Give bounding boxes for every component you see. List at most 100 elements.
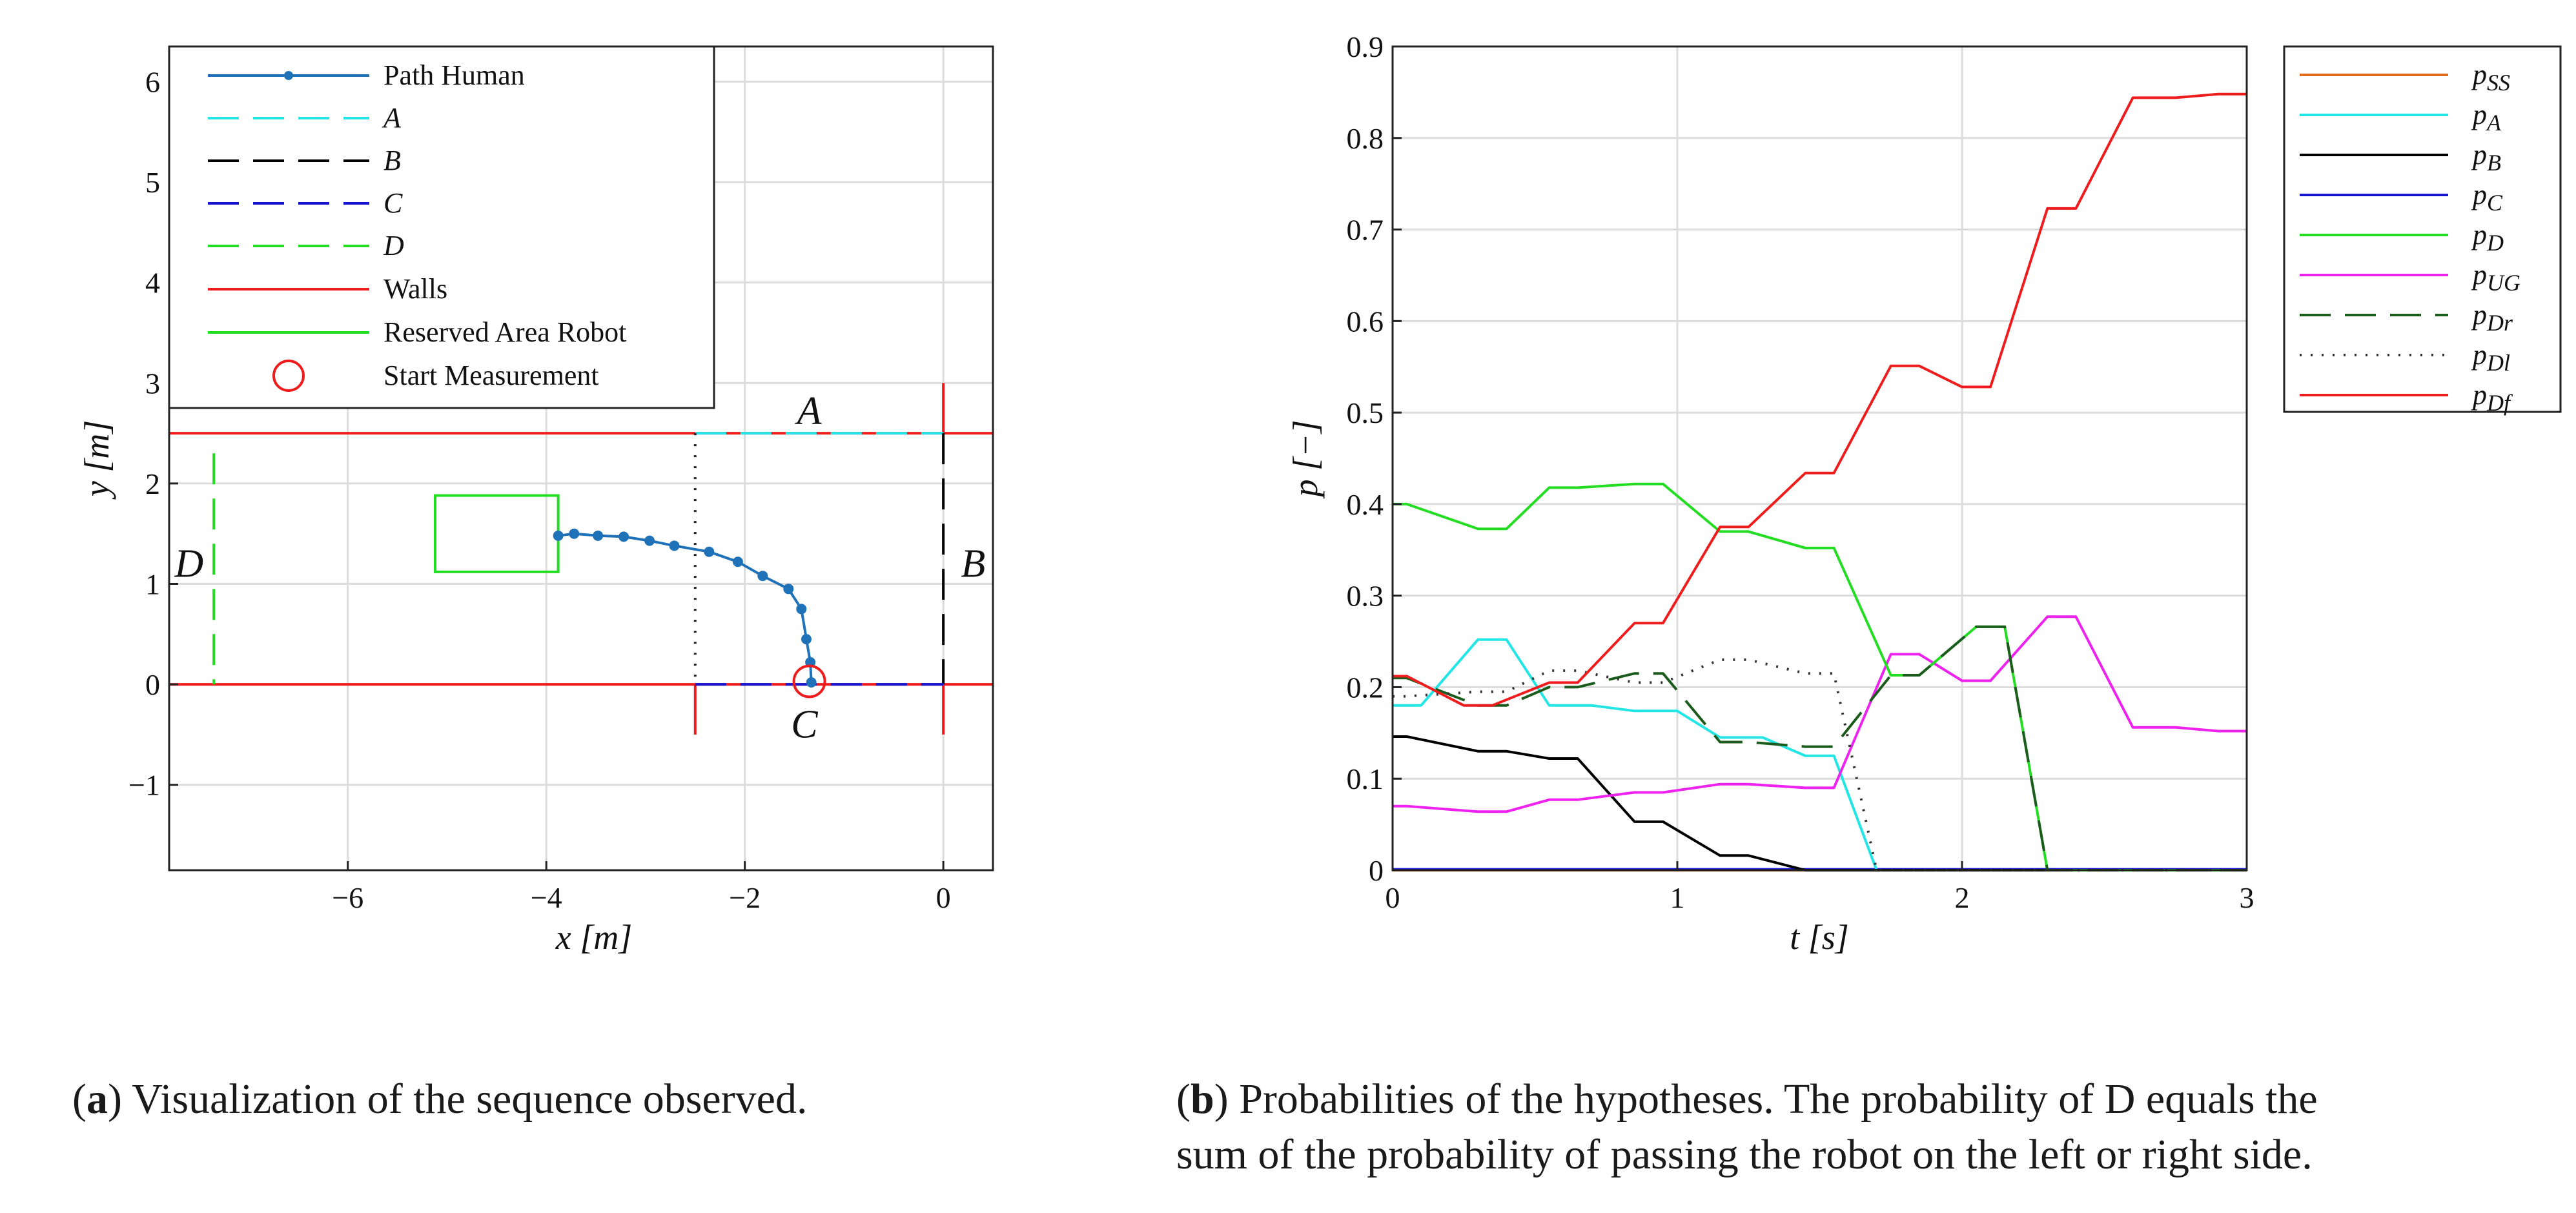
legend-entry-start-measurement: Start Measurement — [272, 360, 599, 392]
panel-b-x-tick-label: 3 — [2240, 881, 2254, 914]
panel-b-legend-entry-p-b: pB — [2300, 139, 2501, 176]
panel-b-y-tick-label: 0 — [1369, 854, 1384, 887]
panel-a-path-human-point — [732, 556, 743, 567]
panel-a-path-human-point — [669, 540, 680, 551]
panel-b-x-tick-label: 0 — [1385, 881, 1400, 914]
panel-a-path-human-point — [757, 571, 768, 582]
panel-a-legend: Path Human A B C D Walls — [168, 45, 715, 409]
panel-b-y-axis-label: p [−] — [1286, 420, 1325, 500]
panel-a-annotations: A B C D — [174, 389, 985, 747]
panel-a-data — [169, 383, 993, 735]
panel-a-path-human-point — [618, 531, 629, 542]
panel-a-x-tick-label: 0 — [936, 881, 951, 914]
panel-a-y-axis-label: y [m] — [77, 420, 116, 500]
panel-b-plot: 0 1 2 3 0 0.1 0.2 0.3 0.4 0.5 0.6 0.7 0.8 0.9 t [s] p… — [1286, 30, 2562, 957]
panel-b-legend-subscript-dl: Dl — [2486, 350, 2510, 376]
panel-b-y-tick-label: 0.4 — [1347, 488, 1384, 521]
legend-label-c: C — [383, 187, 403, 219]
panel-b-x-axis-label: t [s] — [1790, 918, 1849, 957]
legend-label-a: A — [382, 102, 402, 134]
panel-a-start-measurement-circle — [792, 664, 826, 698]
legend-label-d: D — [383, 230, 404, 261]
panel-b-y-tick-label: 0.9 — [1347, 30, 1384, 63]
legend-entry-walls: Walls — [208, 273, 447, 305]
panel-b-legend-box — [2283, 45, 2562, 413]
panel-a-label-a: A — [795, 389, 823, 433]
panel-a-label-b: B — [961, 542, 985, 586]
panel-a-legend-box — [168, 45, 715, 409]
panel-b-series-p-b — [1393, 735, 2247, 872]
panel-b-x-tick-label: 1 — [1670, 881, 1685, 914]
panel-b-legend-entry-p-dr: pDr — [2300, 299, 2513, 336]
panel-b-axes-box — [1391, 45, 2248, 872]
panel-b-y-tick-label: 0.7 — [1347, 214, 1384, 247]
panel-a-y-tick-label: 2 — [145, 467, 160, 500]
panel-a-path-human-point — [704, 546, 715, 557]
panel-a-label-d: D — [174, 542, 203, 586]
legend-marker-path-human — [284, 71, 293, 80]
caption-b-label: (b) — [1176, 1075, 1229, 1123]
panel-b-y-tick-label: 0.6 — [1347, 305, 1384, 338]
panel-b-series-p-a — [1393, 638, 2247, 872]
panel-b-x-tick-label: 2 — [1955, 881, 1970, 914]
legend-label-b: B — [383, 145, 401, 176]
panel-b-legend-subscript-a: A — [2486, 110, 2502, 136]
panel-b-data — [1393, 92, 2247, 872]
caption-a-label: (a) — [72, 1075, 122, 1123]
panel-b-legend-subscript-c: C — [2487, 190, 2503, 216]
panel-a-path-human-point — [553, 530, 564, 541]
panel-a-path-human-point — [593, 530, 604, 541]
panel-b-y-tick-label: 0.5 — [1347, 396, 1384, 429]
panel-a-y-tick-label: 3 — [145, 367, 160, 400]
caption-b-text-line2: sum of the probability of passing the ro… — [1176, 1131, 2313, 1178]
panel-a-y-tick-label: 5 — [145, 166, 160, 199]
panel-a-path-human-point — [806, 677, 817, 688]
caption-b-text-line1: Probabilities of the hypotheses. The pro… — [1228, 1075, 2318, 1123]
panel-b-series-p-ug — [1393, 615, 2247, 813]
legend-entry-path-human: Path Human — [208, 59, 525, 91]
panel-a-y-tick-label: −1 — [128, 769, 160, 802]
panel-a-y-tick-label: 1 — [145, 568, 160, 601]
legend-label-walls: Walls — [383, 273, 447, 305]
panel-a-y-tick-label: 0 — [145, 668, 160, 701]
panel-a-y-tick-label: 4 — [145, 267, 160, 300]
panel-b-series-p-df — [1393, 92, 2247, 707]
legend-entry-c: C — [208, 187, 403, 219]
panel-a-x-tick-label: −2 — [729, 881, 761, 914]
panel-b-series-p-dr — [1393, 625, 2247, 872]
panel-b-legend-subscript-d: D — [2486, 230, 2504, 256]
panel-a-x-tick-label: −6 — [332, 881, 363, 914]
panel-a-ticks: −6 −4 −2 0 −1 0 1 2 3 4 5 6 — [128, 65, 951, 914]
caption-a-text: Visualization of the sequence observed. — [121, 1075, 808, 1123]
panel-b-legend-subscript-df: Df — [2486, 390, 2513, 416]
caption-a: (a) Visualization of the sequence observ… — [72, 1072, 807, 1127]
legend-entry-d: D — [208, 230, 404, 261]
panel-a-path-human-point — [796, 604, 807, 615]
panel-a-x-tick-label: −4 — [531, 881, 562, 914]
panel-b-y-tick-label: 0.2 — [1347, 671, 1384, 704]
panel-a-path-human-point — [569, 528, 580, 539]
legend-label-reserved-area: Reserved Area Robot — [383, 316, 626, 348]
panel-b-ticks: 0 1 2 3 0 0.1 0.2 0.3 0.4 0.5 0.6 0.7 0.8 0.9 — [1347, 30, 2254, 914]
panel-a-path-human-point — [801, 634, 812, 645]
panel-b-legend-subscript-b: B — [2487, 150, 2501, 176]
legend-label-start-measurement: Start Measurement — [383, 360, 599, 391]
panel-b-y-tick-label: 0.8 — [1347, 122, 1384, 155]
panel-a-path-human-point — [644, 535, 655, 546]
legend-label-path-human: Path Human — [383, 59, 525, 91]
panel-a-x-axis-label: x [m] — [555, 918, 633, 957]
panel-b-legend-subscript-dr: Dr — [2486, 310, 2513, 336]
panel-b-y-tick-label: 0.3 — [1347, 580, 1384, 613]
legend-entry-b: B — [208, 145, 401, 176]
panel-a-path-human-point — [783, 584, 794, 595]
panel-b-legend-subscript-ss: SS — [2487, 70, 2510, 96]
legend-swatch-start-measurement — [272, 360, 305, 392]
legend-entry-a: A — [208, 102, 402, 134]
panel-a-label-c: C — [791, 702, 818, 746]
panel-a-y-tick-label: 6 — [145, 65, 160, 98]
panel-b-y-tick-label: 0.1 — [1347, 762, 1384, 795]
caption-b: (b) Probabilities of the hypotheses. The… — [1176, 1072, 2318, 1183]
